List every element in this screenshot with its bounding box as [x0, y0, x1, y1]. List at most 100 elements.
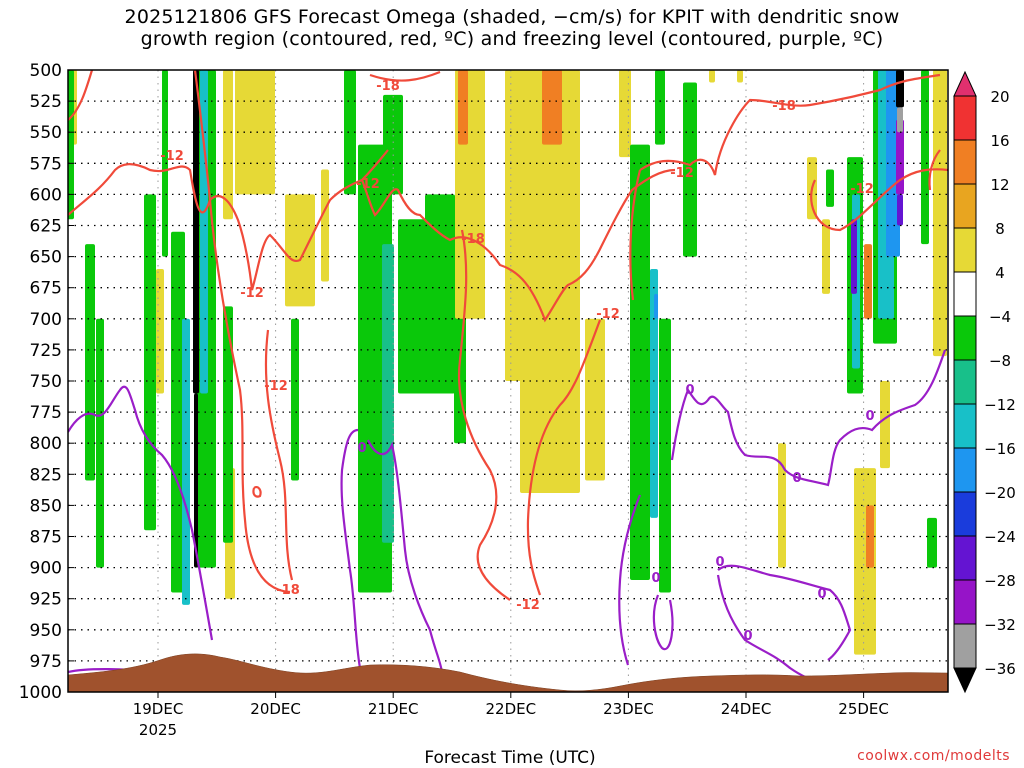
- chart-title-line-1: 2025121806 GFS Forecast Omega (shaded, −…: [124, 6, 900, 28]
- omega-band-blue-25dec: [886, 70, 900, 257]
- x-tick-label: 19DEC: [133, 700, 184, 718]
- dgz-contour-line: [639, 73, 941, 176]
- omega-band-yellow-20dec-b: [285, 194, 315, 307]
- omega-shading-layer: [68, 70, 947, 655]
- y-tick-label: 700: [30, 310, 62, 330]
- colorbar-label: −28: [984, 572, 1016, 590]
- omega-band-cyan-19dec-b: [200, 70, 208, 394]
- omega-band-yellow-25dec-b: [880, 381, 890, 469]
- colorbar-band: [953, 315, 977, 361]
- omega-band-yellow-25dec-c: [933, 70, 947, 357]
- purple-contour-label: 0: [685, 383, 694, 398]
- colorbar-band: [953, 491, 977, 537]
- colorbar-label: 4: [995, 264, 1005, 282]
- freezing-level-contour-line: [717, 564, 852, 661]
- omega-band-green-19dec-e: [223, 306, 233, 543]
- x-tick-label: 25DEC: [838, 700, 889, 718]
- dgz-contour-line: [68, 70, 94, 121]
- red-contour-label: -18: [376, 79, 400, 94]
- red-contour-label: -12: [264, 379, 288, 394]
- colorbar-label: −36: [984, 660, 1016, 678]
- omega-band-teal-21dec: [382, 244, 394, 543]
- colorbar-band: [953, 139, 977, 185]
- x-tick-label: 23DEC: [603, 700, 654, 718]
- y-axis: 500 525 550 575 600 625 650 675 700 725 750 775 800 8…: [19, 61, 74, 703]
- colorbar-band: [953, 271, 977, 317]
- y-tick-label: 875: [30, 528, 62, 548]
- freezing-level-contour-line: [670, 349, 947, 487]
- omega-band-yellow-22dec-c: [585, 318, 605, 481]
- omega-band-green-19dec-a: [144, 194, 156, 531]
- red-contour-label: -12: [356, 177, 380, 192]
- omega-band-green-19dec-b: [162, 70, 168, 257]
- y-tick-label: 625: [30, 217, 62, 237]
- colorbar-label: 20: [990, 88, 1009, 106]
- dgz-contour-line: [68, 149, 389, 291]
- freezing-level-contour-line: [652, 594, 674, 651]
- colorbar-label: −32: [984, 616, 1016, 634]
- purple-contour-label: 0: [743, 629, 752, 644]
- colorbar-top-arrow: [953, 70, 977, 97]
- colorbar-band: [953, 227, 977, 273]
- purple-contour-label: 0: [651, 571, 660, 586]
- x-tick-label: 20DEC: [250, 700, 301, 718]
- red-contour-label: -12: [670, 166, 694, 181]
- y-tick-label: 600: [30, 185, 62, 205]
- red-contour-label: -18: [276, 583, 300, 598]
- dgz-contour-line: [458, 229, 511, 601]
- colorbar-band: [953, 183, 977, 229]
- omega-band-cyan-23dec: [650, 269, 658, 518]
- y-tick-label: 950: [30, 621, 62, 641]
- omega-band-green-24dec-e: [826, 169, 834, 207]
- y-tick-label: 525: [30, 92, 62, 112]
- y-tick-label: 975: [30, 652, 62, 672]
- omega-band-early-green-3: [96, 318, 104, 568]
- dgz-contour-line: [193, 70, 212, 201]
- y-tick-label: 750: [30, 372, 62, 392]
- colorbar-label: −12: [984, 396, 1016, 414]
- omega-band-gray-25dec: [897, 107, 903, 133]
- dgz-contour-line: [360, 168, 676, 323]
- omega-band-yellow-22dec-d: [619, 70, 631, 158]
- colorbar-band: [953, 623, 977, 669]
- omega-band-yellow-19dec-b: [223, 70, 233, 220]
- x-axis-title: Forecast Time (UTC): [424, 748, 596, 768]
- freezing-level-contour-line: [340, 428, 362, 669]
- freezing-level-contour-line: [618, 494, 642, 666]
- red-contour-label: -18: [772, 99, 796, 114]
- omega-band-green-23dec-a: [630, 144, 650, 581]
- x-tick-label: 24DEC: [721, 700, 772, 718]
- omega-band-yellow-24dec: [737, 70, 743, 83]
- dgz-contour-line: [264, 329, 294, 581]
- y-tick-label: 925: [30, 590, 62, 610]
- y-tick-label: 575: [30, 154, 62, 174]
- chart-title-line-2: growth region (contoured, red, ºC) and f…: [140, 28, 884, 50]
- colorbar-bottom-arrow: [953, 667, 977, 694]
- omega-band-green-21dec-a: [344, 70, 356, 195]
- x-year-label: 2025: [139, 721, 177, 739]
- colorbar-label: −24: [984, 528, 1016, 546]
- credit-text: coolwx.com/modelts: [857, 748, 1010, 764]
- purple-contour-label: 0: [357, 441, 366, 456]
- freezing-level-contour-line: [68, 385, 214, 641]
- omega-band-black-19dec: [193, 70, 199, 394]
- y-tick-label: 675: [30, 279, 62, 299]
- freezing-level-contour-line: [367, 439, 444, 673]
- colorbar-band: [953, 95, 977, 141]
- omega-band-cyan-19dec: [182, 318, 190, 605]
- omega-band-black-25dec: [896, 70, 904, 108]
- colorbar-label: −4: [989, 308, 1011, 326]
- omega-band-green-25dec-d: [921, 70, 929, 245]
- y-tick-label: 725: [30, 341, 62, 361]
- omega-band-orange-25dec: [864, 244, 872, 319]
- omega-band-purple-25dec: [896, 119, 904, 195]
- contour-labels: -12 -18 -12 -18 -12 -12 -18 -12 -12 -12 -12 -18 0 0 0 0…: [160, 79, 874, 644]
- freezing-level-contour-line: [716, 574, 821, 684]
- colorbar-band: [953, 447, 977, 493]
- omega-band-orange-21dec: [458, 70, 468, 145]
- y-tick-label: 500: [30, 61, 62, 81]
- omega-band-violet-25dec-b: [897, 194, 903, 226]
- omega-band-black-19dec-b: [194, 393, 198, 568]
- y-tick-label: 550: [30, 123, 62, 143]
